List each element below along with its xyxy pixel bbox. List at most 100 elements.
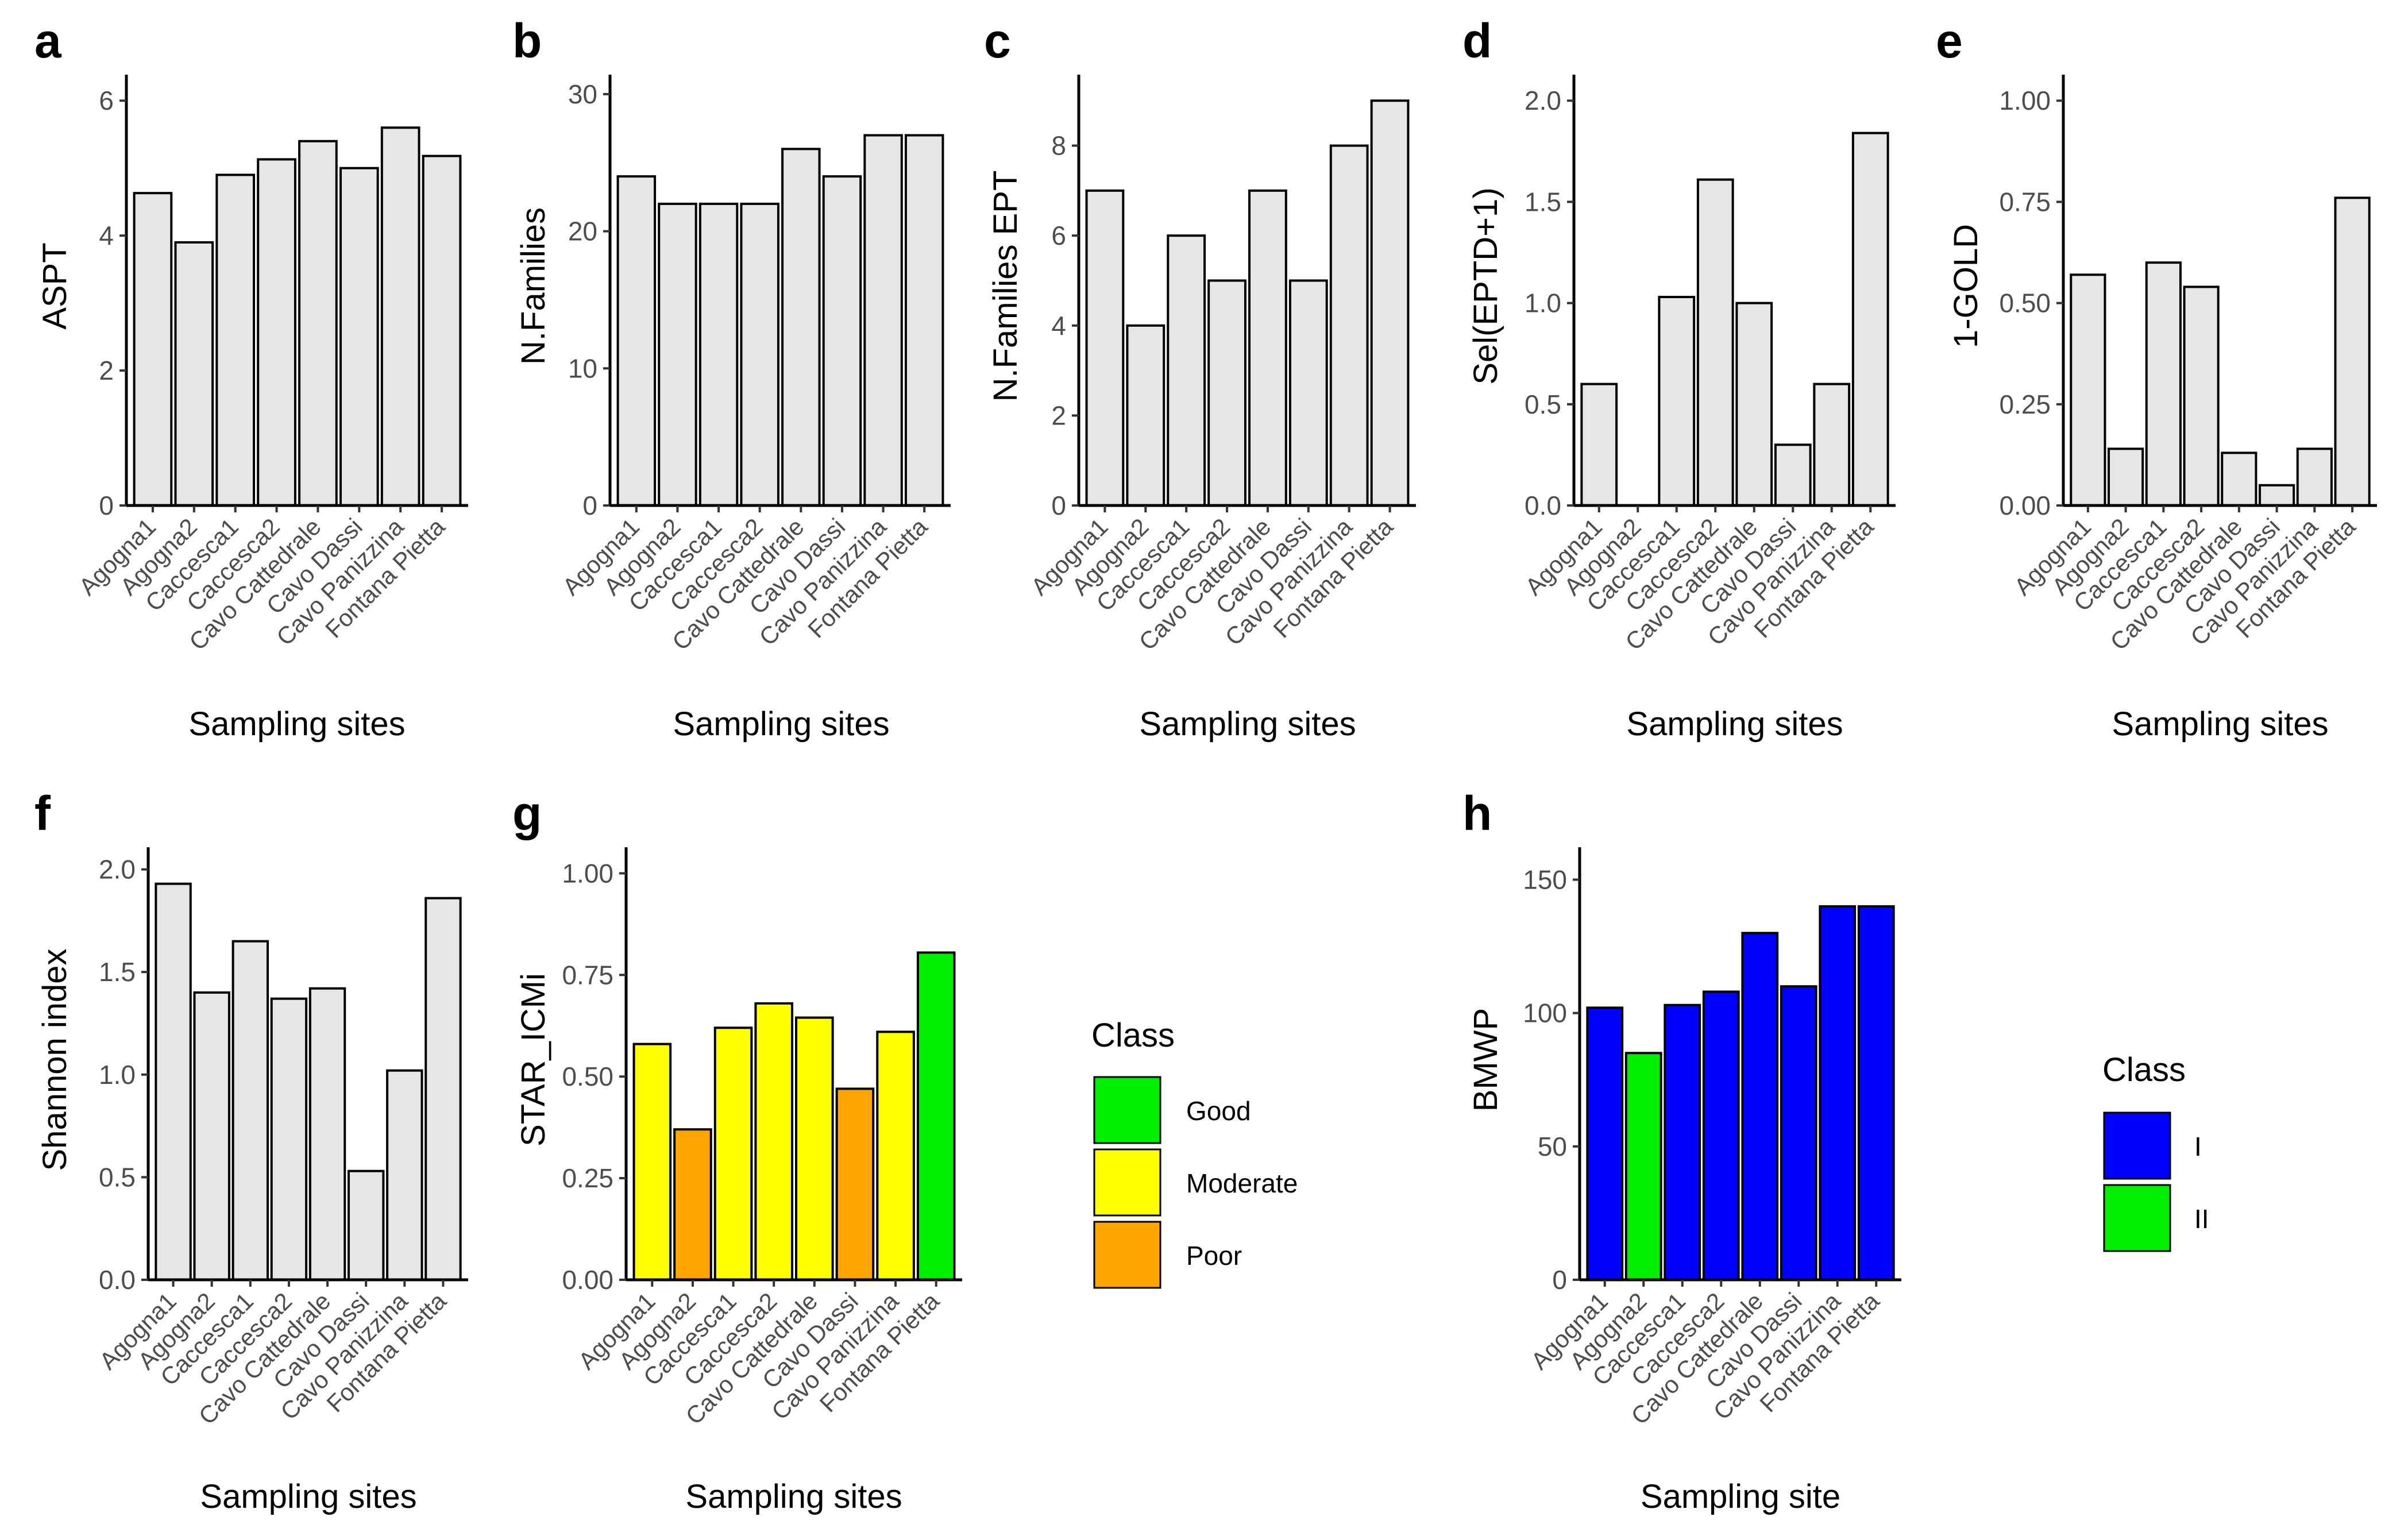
y-tick-label-b-2: 20 [568,217,597,246]
y-tick-label-e-4: 1.00 [1999,86,2051,115]
legend-swatch-class-i [2103,1111,2171,1180]
bar-b-7 [904,134,944,507]
plot-area-c: 02468Agogna1Agogna2Caccesca1Caccesca2Cav… [1026,75,1416,655]
bar-b-1 [658,202,697,507]
y-tick-label-f-4: 2.0 [99,855,136,885]
y-axis-title-a: ASPT [36,242,74,330]
legend-swatch-moderate [1093,1148,1161,1217]
bar-h-1 [1624,1052,1662,1281]
bar-f-2 [231,940,269,1281]
legend-g: Class Good Moderate Poor [1091,1017,1298,1289]
bar-f-3 [270,997,308,1282]
bar-d-6 [1813,383,1851,507]
panel-b: b N.Families Sampling sites 0102030Agogn… [512,14,951,743]
y-tick-label-e-1: 0.25 [1999,389,2051,419]
bar-c-1 [1126,324,1166,507]
bar-h-4 [1741,932,1779,1281]
y-tick-label-c-2: 4 [1051,311,1066,341]
legend-label-moderate: Moderate [1186,1168,1298,1198]
y-tick-label-d-2: 1.0 [1525,288,1561,318]
legend-label-class-ii: II [2194,1204,2209,1234]
bar-b-3 [740,202,779,507]
y-tick-label-h-3: 150 [1523,864,1567,894]
bar-d-0 [1580,383,1618,507]
y-tick-label-d-3: 1.5 [1525,187,1561,217]
y-axis-title-e: 1-GOLD [1947,224,1985,348]
y-tick-label-e-3: 0.75 [1999,187,2051,217]
bar-a-3 [257,158,296,507]
panel-letter-a: a [34,14,62,68]
plot-area-b: 0102030Agogna1Agogna2Caccesca1Caccesca2C… [557,75,951,655]
bar-h-6 [1819,905,1857,1281]
y-axis-title-g: STAR_ICMi [515,973,552,1147]
y-tick-label-g-0: 0.00 [562,1265,613,1295]
bar-g-0 [632,1043,672,1281]
bar-a-1 [174,241,214,507]
bar-f-0 [155,882,192,1282]
bar-d-4 [1735,302,1773,507]
bar-a-0 [133,192,173,507]
y-tick-label-a-1: 2 [99,356,114,385]
bar-b-0 [616,175,657,507]
bar-c-5 [1288,279,1328,507]
panel-g: g STAR_ICMi Sampling sites 0.00 0.25 0.50 0… [512,786,962,1515]
y-tick-label-b-1: 10 [568,353,597,383]
y-tick-label-f-0: 0.0 [99,1265,136,1295]
plot-area-a: 0246Agogna1Agogna2Caccesca1Caccesca2Cavo… [74,75,468,655]
x-axis-title-d: Sampling sites [1626,705,1843,743]
bar-f-6 [386,1069,423,1282]
bar-f-5 [347,1170,385,1281]
y-tick-label-c-1: 2 [1051,400,1066,430]
plot-area-g: 0.000.250.500.751.00Agogna1Agogna2Cacces… [562,847,962,1430]
y-tick-label-e-2: 0.50 [1999,288,2051,318]
bar-d-3 [1696,178,1734,507]
legend-swatch-good [1093,1076,1161,1144]
y-axis-title-h: BMWP [1467,1008,1504,1111]
plot-area-h: 050100150Agogna1Agogna2Caccesca1Caccesca… [1523,847,1901,1430]
bar-a-7 [422,155,462,507]
plot-area-e: 0.000.250.500.751.00Agogna1Agogna2Cacces… [1999,75,2377,655]
panel-letter-f: f [34,786,51,840]
bar-e-6 [2296,447,2333,507]
bar-e-1 [2108,447,2144,507]
y-tick-label-a-0: 0 [99,491,114,520]
panel-c: c N.Families EPT Sampling sites 02468Ago… [984,14,1416,743]
panel-e: e 1-GOLD Sampling sites 0.00 0.25 0.50 0.75… [1936,14,2377,743]
legend-title-g: Class [1091,1017,1175,1054]
y-tick-label-f-1: 0.5 [99,1162,136,1192]
x-axis-title-h: Sampling site [1641,1478,1840,1515]
y-tick-label-a-2: 4 [99,221,114,250]
bar-a-6 [380,126,420,507]
bar-c-0 [1085,189,1125,507]
bar-d-5 [1774,443,1812,507]
y-tick-label-d-4: 2.0 [1525,86,1561,115]
legend-h: Class I II [2102,1051,2209,1252]
panel-letter-b: b [512,14,542,68]
bar-c-4 [1248,189,1287,507]
x-axis-title-f: Sampling sites [200,1478,416,1515]
panel-a: a ASPT Sampling sites 0246Agogna1Agogna2… [34,14,468,743]
panel-letter-e: e [1936,14,1963,68]
y-tick-label-d-1: 0.5 [1525,389,1561,419]
panel-letter-h: h [1462,786,1492,840]
y-tick-label-g-2: 0.50 [562,1062,613,1091]
legend-label-poor: Poor [1186,1241,1242,1271]
y-axis-title-d: Sel(EPTD+1) [1467,187,1504,384]
y-tick-label-g-4: 1.00 [562,858,613,888]
bar-g-3 [754,1002,793,1282]
x-axis-title-b: Sampling sites [673,705,889,743]
legend-label-good: Good [1186,1096,1251,1126]
bar-e-2 [2145,261,2182,507]
bar-d-7 [1851,132,1889,507]
bar-b-6 [863,134,903,507]
bar-g-1 [673,1128,712,1281]
y-tick-label-c-4: 8 [1051,131,1066,161]
bar-b-4 [781,148,821,507]
bar-h-0 [1586,1006,1624,1282]
legend-title-h: Class [2102,1051,2186,1089]
y-axis-title-c: N.Families EPT [987,171,1024,402]
bar-g-6 [876,1030,915,1282]
legend-swatch-poor [1093,1221,1161,1289]
bar-f-1 [193,991,230,1281]
bar-h-5 [1780,985,1817,1281]
